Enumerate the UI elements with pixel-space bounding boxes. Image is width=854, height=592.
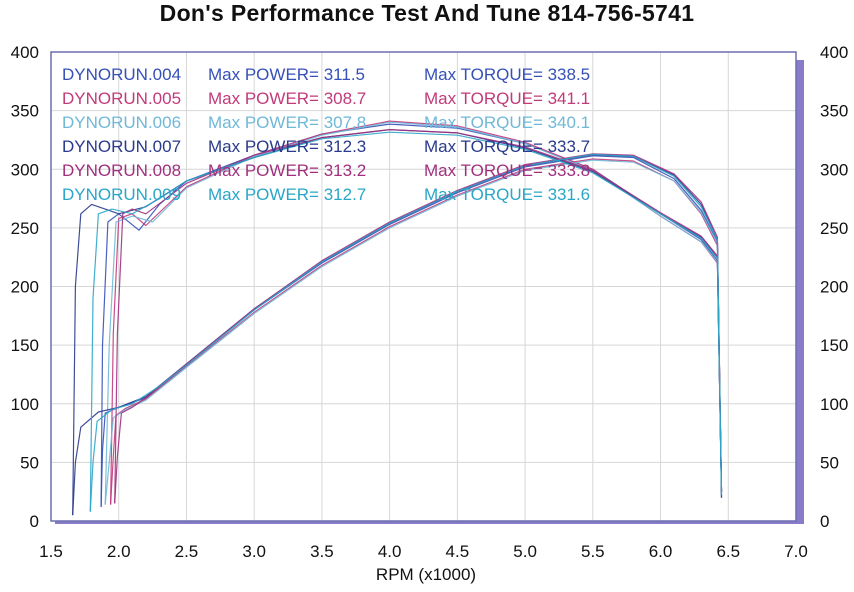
y-tick-label: 100 (11, 395, 39, 414)
series-dynorun-004-torque-line (100, 123, 723, 507)
y2-tick-label: 150 (820, 336, 848, 355)
series-dynorun-007-power-line (72, 154, 723, 516)
legend-series-name: DYNORUN.006 (62, 113, 181, 132)
x-tick-label: 4.0 (378, 542, 402, 561)
series-dynorun-004-power-line (100, 155, 723, 507)
legend-series-name: DYNORUN.004 (62, 65, 181, 84)
legend-max-torque: Max TORQUE= 341.1 (424, 89, 590, 108)
x-tick-label: 7.0 (784, 542, 808, 561)
series-dynorun-006-torque-line (104, 121, 723, 505)
legend-max-power: Max POWER= 307.8 (208, 113, 366, 132)
plot-bottom-border (55, 521, 804, 524)
y-tick-label: 350 (11, 102, 39, 121)
series-dynorun-005-torque-line (110, 120, 723, 505)
legend-max-torque: Max TORQUE= 331.6 (424, 185, 590, 204)
legend-max-torque: Max TORQUE= 333.7 (424, 137, 590, 156)
y2-tick-label: 300 (820, 160, 848, 179)
series-dynorun-009-torque-line (89, 131, 723, 512)
y-tick-label: 200 (11, 278, 39, 297)
x-tick-label: 6.0 (649, 542, 673, 561)
x-tick-label: 2.0 (107, 542, 131, 561)
x-tick-label: 3.5 (310, 542, 334, 561)
x-axis-label: RPM (x1000) (376, 565, 476, 584)
y-tick-label: 300 (11, 160, 39, 179)
legend-series-name: DYNORUN.009 (62, 185, 181, 204)
y-tick-label: 50 (20, 453, 39, 472)
legend-series-name: DYNORUN.008 (62, 161, 181, 180)
y2-tick-label: 350 (820, 102, 848, 121)
legend-max-power: Max POWER= 311.5 (208, 65, 365, 84)
y2-tick-label: 50 (820, 453, 839, 472)
series-dynorun-006-power-line (104, 159, 723, 505)
plot-frame (50, 51, 797, 522)
chart-title: Don's Performance Test And Tune 814-756-… (159, 0, 695, 26)
x-tick-label: 1.5 (39, 542, 63, 561)
legend-max-torque: Max TORQUE= 333.8 (424, 161, 590, 180)
y2-tick-label: 100 (820, 395, 848, 414)
legend-max-power: Max POWER= 313.2 (208, 161, 366, 180)
x-tick-label: 5.0 (513, 542, 537, 561)
y2-tick-label: 200 (820, 278, 848, 297)
legend-max-power: Max POWER= 312.7 (208, 185, 366, 204)
legend-series-name: DYNORUN.005 (62, 89, 181, 108)
y-tick-label: 400 (11, 43, 39, 62)
plot-right-border (796, 60, 804, 521)
legend-max-power: Max POWER= 308.7 (208, 89, 366, 108)
legend-series-name: DYNORUN.007 (62, 137, 181, 156)
y-tick-label: 0 (30, 512, 39, 531)
y2-tick-label: 400 (820, 43, 848, 62)
series-dynorun-008-power-line (114, 153, 723, 504)
legend-max-torque: Max TORQUE= 340.1 (424, 113, 590, 132)
y2-tick-label: 0 (820, 512, 829, 531)
series-dynorun-008-torque-line (114, 129, 723, 504)
x-tick-label: 4.5 (446, 542, 470, 561)
legend-max-torque: Max TORQUE= 338.5 (424, 65, 590, 84)
x-tick-label: 2.5 (175, 542, 199, 561)
x-tick-label: 3.0 (242, 542, 266, 561)
x-tick-label: 6.5 (716, 542, 740, 561)
y2-tick-label: 250 (820, 219, 848, 238)
x-tick-label: 5.5 (581, 542, 605, 561)
series-dynorun-009-power-line (89, 153, 723, 512)
y-tick-label: 150 (11, 336, 39, 355)
y-tick-label: 250 (11, 219, 39, 238)
legend-max-power: Max POWER= 312.3 (208, 137, 366, 156)
